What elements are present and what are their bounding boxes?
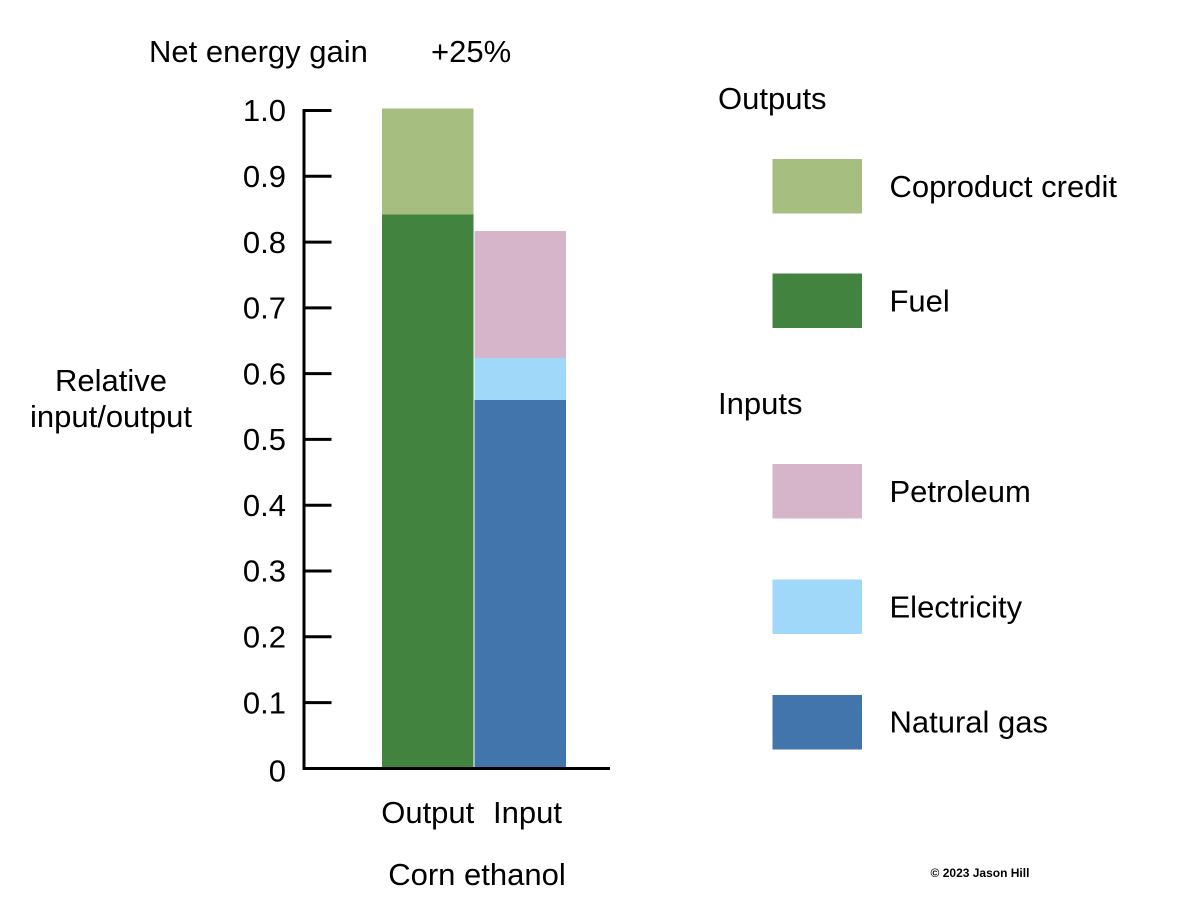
svg-text:Inputs: Inputs xyxy=(718,386,802,421)
svg-text:0.4: 0.4 xyxy=(243,488,286,523)
svg-text:Electricity: Electricity xyxy=(890,590,1023,625)
svg-text:0.1: 0.1 xyxy=(243,685,286,720)
svg-text:1.0: 1.0 xyxy=(243,93,286,128)
svg-text:0.8: 0.8 xyxy=(243,225,286,260)
svg-text:0.9: 0.9 xyxy=(243,159,286,194)
svg-text:Output: Output xyxy=(381,795,474,830)
svg-text:Outputs: Outputs xyxy=(718,81,827,116)
svg-text:Fuel: Fuel xyxy=(890,284,950,319)
svg-text:0: 0 xyxy=(269,754,286,789)
svg-text:Natural gas: Natural gas xyxy=(890,705,1049,740)
svg-text:Coproduct credit: Coproduct credit xyxy=(890,169,1118,204)
svg-text:Petroleum: Petroleum xyxy=(890,474,1031,509)
svg-text:© 2023 Jason Hill: © 2023 Jason Hill xyxy=(931,866,1030,880)
svg-text:0.5: 0.5 xyxy=(243,422,286,457)
svg-text:Net energy gain: Net energy gain xyxy=(149,34,368,69)
svg-text:Relative: Relative xyxy=(55,363,167,398)
svg-text:Input: Input xyxy=(493,795,562,830)
svg-text:input/output: input/output xyxy=(30,399,192,434)
svg-text:Corn ethanol: Corn ethanol xyxy=(388,857,566,892)
svg-text:0.7: 0.7 xyxy=(243,291,286,326)
svg-text:+25%: +25% xyxy=(431,34,511,69)
svg-text:0.3: 0.3 xyxy=(243,554,286,589)
svg-text:0.6: 0.6 xyxy=(243,356,286,391)
svg-text:0.2: 0.2 xyxy=(243,620,286,655)
